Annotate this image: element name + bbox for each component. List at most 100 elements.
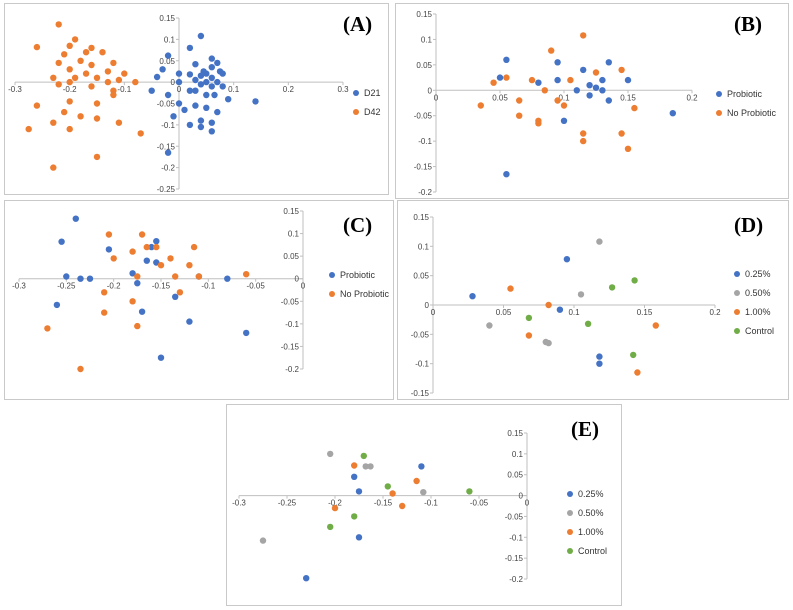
panel-c: -0.3 -0.25 -0.2 -0.15 -0.1 -0.05 0 0.15 0.1 0.05 0… [4, 200, 394, 400]
x-tick-label: -0.2 [328, 499, 342, 508]
x-tick-label: 0.3 [337, 85, 349, 94]
data-point-d21 [192, 76, 199, 84]
x-tick-label: -0.2 [107, 282, 121, 291]
legend-marker [716, 110, 722, 116]
data-point-probiotic [186, 318, 193, 325]
data-point-probiotic [554, 59, 561, 66]
data-point-probiotic [599, 87, 606, 94]
x-tick-label: -0.2 [63, 85, 77, 94]
y-tick-label: 0 [519, 492, 524, 501]
data-point-d42 [61, 51, 68, 58]
data-point-d21 [197, 72, 205, 79]
data-point-d21 [214, 108, 221, 116]
data-point-probiotic [669, 110, 676, 117]
legend-a: D21 D42 [353, 88, 381, 126]
legend-label: 0.25% [745, 269, 771, 279]
data-point-no-probiotic [129, 298, 136, 305]
data-point-d42 [77, 113, 84, 120]
data-point-probiotic [535, 79, 542, 86]
data-point-no-probiotic [101, 309, 108, 316]
data-point-1-00- [507, 285, 514, 292]
data-point-probiotic [580, 66, 587, 74]
legend-item: No Probiotic [716, 108, 776, 118]
data-point-d42 [82, 70, 90, 77]
data-point-probiotic [86, 275, 94, 282]
data-point-d42 [66, 66, 73, 73]
data-point-0-25- [563, 256, 571, 263]
data-point-probiotic [605, 97, 612, 104]
data-point-probiotic [496, 74, 504, 81]
data-point-0-50- [327, 450, 334, 458]
data-point-probiotic [224, 275, 231, 282]
y-tick-label: 0.05 [413, 272, 429, 281]
data-point-1-00- [389, 490, 396, 497]
data-point-0-25- [303, 575, 310, 582]
data-point-1-00- [399, 502, 406, 510]
plot-area-d: 0 0.05 0.1 0.15 0.2 0.15 0.1 0.05 0 -0.05 -0.1 -0.1… [411, 213, 721, 398]
data-point-d21 [192, 61, 199, 68]
data-point-d21 [192, 87, 199, 94]
plot-area-e: -0.3 -0.25 -0.2 -0.15 -0.1 -0.05 00.150.10.050… [232, 429, 530, 584]
data-point-d21 [208, 83, 215, 90]
y-tick-label: -0.05 [411, 330, 430, 339]
x-tick-label: 0 [434, 93, 439, 102]
data-point-d42 [33, 102, 41, 109]
legend-label: 0.50% [745, 288, 771, 298]
panel-b: 0 0.05 0.1 0.15 0.2 0.15 0.1 0.05 0 -0.05 -0.1 -0.1… [395, 3, 789, 199]
data-point-d42 [55, 81, 62, 88]
x-tick-label: 0.2 [709, 308, 721, 317]
legend-label: No Probiotic [727, 108, 777, 118]
data-point-d42 [66, 78, 73, 86]
plot-area-b: 0 0.05 0.1 0.15 0.2 0.15 0.1 0.05 0 -0.05 -0.1 -0.1… [414, 10, 698, 197]
legend-item: 1.00% [734, 307, 774, 317]
data-point-0-50- [545, 339, 552, 347]
data-point-no-probiotic [167, 255, 174, 262]
data-point-no-probiotic [631, 104, 638, 112]
data-point-1-00- [525, 332, 533, 339]
data-point-d42 [66, 125, 73, 133]
x-tick-label: 0 [431, 308, 436, 317]
data-point-probiotic [129, 270, 136, 277]
data-point-d42 [50, 74, 57, 82]
data-point-probiotic [554, 76, 561, 84]
data-point-probiotic [148, 243, 155, 251]
legend-marker [734, 271, 740, 277]
y-tick-label: -0.05 [505, 512, 524, 521]
x-tick-label: -0.3 [8, 85, 22, 94]
data-point-d21 [219, 70, 226, 77]
data-point-no-probiotic [528, 76, 536, 84]
data-point-probiotic [592, 84, 600, 91]
legend-label: Control [578, 546, 608, 556]
data-point-no-probiotic [618, 130, 625, 137]
legend-marker [567, 510, 573, 516]
data-point-d42 [33, 43, 41, 51]
data-point-no-probiotic [490, 79, 497, 86]
legend-item: Control [734, 326, 774, 336]
data-point-d21 [197, 32, 205, 40]
data-point-1-00- [652, 322, 659, 329]
y-tick-label: -0.15 [505, 554, 524, 563]
data-point-no-probiotic [477, 102, 484, 109]
y-tick-label: -0.05 [281, 297, 300, 306]
data-point-no-probiotic [567, 76, 574, 84]
x-tick-label: -0.3 [12, 282, 26, 291]
data-point-d42 [115, 119, 123, 126]
legend-marker [734, 328, 740, 334]
data-point-0-50- [420, 489, 427, 496]
data-point-d21 [175, 70, 183, 77]
legend-label: Probiotic [340, 270, 376, 280]
panel-e: -0.3 -0.25 -0.2 -0.15 -0.1 -0.05 0 0.15 0.1 0.05 0… [226, 404, 622, 606]
data-point-d21 [208, 64, 215, 71]
data-point-probiotic [157, 354, 165, 361]
data-point-0-25- [355, 488, 363, 495]
y-tick-label: 0 [171, 78, 176, 87]
data-point-no-probiotic [138, 231, 146, 238]
data-point-d42 [61, 108, 68, 116]
data-point-probiotic [77, 275, 84, 282]
data-point-0-25- [351, 473, 358, 480]
legend-label: No Probiotic [340, 289, 390, 299]
data-point-no-probiotic [172, 273, 179, 280]
data-point-no-probiotic [186, 262, 193, 269]
x-tick-label: 0.2 [283, 85, 295, 94]
plot-area-a: -0.3 -0.2 -0.1 0 0.1 0.2 0.30.150.10.050-0.05-… [8, 14, 349, 194]
